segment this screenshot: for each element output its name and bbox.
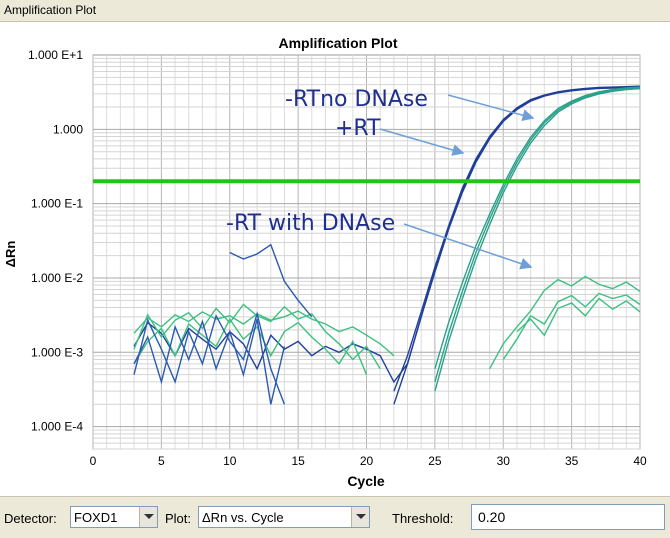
x-tick-label: 25 [428,454,442,468]
series-line-minus-rt-with-dnase [488,275,641,370]
plot-value: ΔRn vs. Cycle [202,510,284,525]
series-line-noise-dark [133,318,286,405]
y-tick-label: 1.000 E-1 [31,197,83,211]
annotations: -RTno DNAse +RT -RT with DNAse [226,87,535,270]
series-line-plus-rt [393,86,641,405]
annotation-arrow [447,94,535,122]
annotation-arrow [379,128,465,156]
x-tick-label: 15 [291,454,305,468]
y-tick-labels: 1.000 E+1 1.000 1.000 E-1 1.000 E-2 1.000 E-… [28,48,83,434]
x-axis-label: Cycle [347,473,385,489]
chevron-down-icon [356,514,366,519]
series-line-minus-rt-with-dnase [516,297,641,337]
annotation-label: -RT with DNAse [226,211,395,236]
chart-title: Amplification Plot [279,35,398,51]
y-tick-label: 1.000 E+1 [28,48,83,62]
annotation-label: +RT [335,116,381,141]
x-tick-label: 40 [633,454,647,468]
y-axis-label: ΔRn [3,241,18,268]
x-tick-label: 0 [90,454,97,468]
window-title: Amplification Plot [4,3,97,17]
x-tick-label: 30 [497,454,511,468]
chart-area: 1.000 E+1 1.000 1.000 E-1 1.000 E-2 1.000 E-… [0,22,670,490]
x-tick-label: 35 [565,454,579,468]
annotation-label: -RTno DNAse [285,87,428,112]
grid-lines [92,55,641,450]
series-line-noise-dark [229,243,313,318]
x-tick-labels: 0 5 10 15 20 25 30 35 40 [90,454,647,468]
series-line-minus-rt-with-dnase [133,310,395,357]
annotation-arrow [403,223,533,270]
detector-select[interactable]: FOXD1 [70,506,158,528]
controls-bar: Detector: FOXD1 Plot: ΔRn vs. Cycle Thre… [0,496,670,538]
y-tick-label: 1.000 [53,122,83,136]
threshold-label: Threshold: [392,511,454,526]
series-line-noise-dark [133,311,286,405]
series-lines [133,85,641,405]
threshold-field[interactable] [471,504,665,530]
x-tick-label: 20 [360,454,374,468]
chevron-down-icon [144,514,154,519]
threshold-input[interactable] [472,505,664,529]
series-line-minus-rt-no-dnase [434,87,641,383]
x-tick-label: 10 [223,454,237,468]
series-line-minus-rt-no-dnase [434,88,641,392]
detector-label: Detector: [4,511,57,526]
plot-label: Plot: [165,511,192,526]
detector-dropdown-button[interactable] [139,507,157,527]
y-tick-label: 1.000 E-2 [31,271,83,285]
series-line-minus-rt-no-dnase [434,86,641,369]
amplification-plot-chart: 1.000 E+1 1.000 1.000 E-1 1.000 E-2 1.000 E-… [3,35,647,489]
plot-dropdown-button[interactable] [351,507,369,527]
x-tick-label: 5 [158,454,165,468]
window-titlebar: Amplification Plot [0,0,670,22]
series-line-minus-rt-with-dnase [133,317,368,375]
detector-value: FOXD1 [74,510,118,525]
y-tick-label: 1.000 E-4 [31,420,83,434]
plot-select[interactable]: ΔRn vs. Cycle [198,506,370,528]
y-tick-label: 1.000 E-3 [31,345,83,359]
